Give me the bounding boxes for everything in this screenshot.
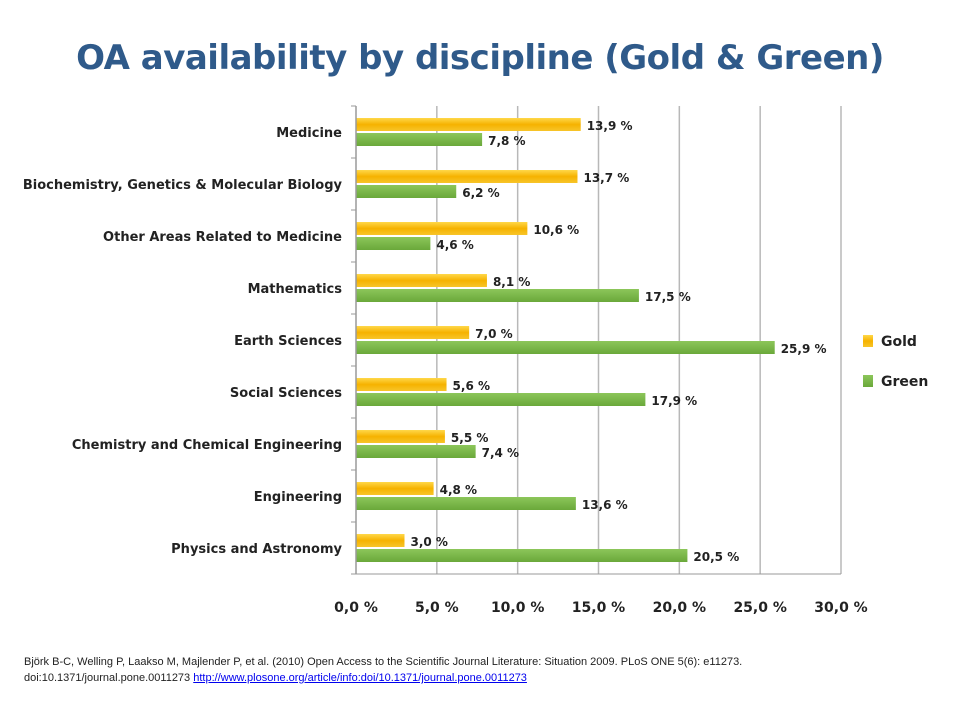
category-label: Biochemistry, Genetics & Molecular Biolo… — [23, 178, 343, 193]
data-label-gold: 8,1 % — [493, 275, 530, 289]
data-label-green: 7,4 % — [482, 446, 519, 460]
x-tick-label: 5,0 % — [415, 600, 459, 616]
category-label: Social Sciences — [230, 386, 342, 401]
citation: Björk B-C, Welling P, Laakso M, Majlende… — [24, 654, 944, 686]
bar-green — [356, 445, 476, 458]
data-label-green: 17,5 % — [645, 290, 691, 304]
data-label-green: 25,9 % — [781, 342, 827, 356]
bar-gold — [356, 118, 581, 131]
x-tick-label: 25,0 % — [733, 600, 786, 616]
category-label: Other Areas Related to Medicine — [103, 230, 342, 245]
bar-gold — [356, 326, 470, 339]
x-tick-label: 0,0 % — [334, 600, 378, 616]
citation-line-1: Björk B-C, Welling P, Laakso M, Majlende… — [24, 656, 743, 668]
bar-gold — [356, 378, 447, 391]
bar-green — [356, 289, 639, 302]
x-tick-label: 15,0 % — [572, 600, 625, 616]
data-label-green: 20,5 % — [693, 550, 739, 564]
citation-link[interactable]: http://www.plosone.org/article/info:doi/… — [193, 672, 527, 684]
category-label: Medicine — [276, 126, 342, 141]
legend-swatch-gold — [863, 335, 873, 347]
data-label-gold: 13,7 % — [583, 171, 629, 185]
data-label-green: 4,6 % — [436, 238, 473, 252]
data-label-green: 13,6 % — [582, 498, 628, 512]
data-label-green: 17,9 % — [651, 394, 697, 408]
bar-gold — [356, 274, 487, 287]
data-label-gold: 3,0 % — [411, 535, 448, 549]
citation-doi: doi:10.1371/journal.pone.0011273 — [24, 672, 191, 684]
bar-green — [356, 497, 576, 510]
legend-label-gold: Gold — [881, 334, 917, 350]
bar-gold — [356, 430, 445, 443]
chart-title: OA availability by discipline (Gold & Gr… — [76, 38, 884, 78]
data-label-gold: 7,0 % — [475, 327, 512, 341]
data-label-green: 7,8 % — [488, 134, 525, 148]
data-label-gold: 5,5 % — [451, 431, 488, 445]
category-label: Mathematics — [248, 282, 343, 297]
bar-green — [356, 237, 431, 250]
bar-green — [356, 549, 688, 562]
category-label: Engineering — [254, 490, 342, 505]
category-label: Chemistry and Chemical Engineering — [72, 438, 342, 453]
bar-green — [356, 393, 646, 406]
citation-line-2: doi:10.1371/journal.pone.0011273 http://… — [24, 670, 944, 686]
bar-green — [356, 133, 483, 146]
data-label-gold: 10,6 % — [533, 223, 579, 237]
bar-chart: Medicine 13,9 % 7,8 % Biochemistry, Genetic… — [23, 105, 928, 616]
bar-gold — [356, 170, 578, 183]
x-tick-label: 30,0 % — [814, 600, 867, 616]
legend-label-green: Green — [881, 374, 928, 390]
category-label: Physics and Astronomy — [171, 542, 342, 557]
bar-gold — [356, 222, 528, 235]
data-label-gold: 5,6 % — [453, 379, 490, 393]
x-tick-label: 20,0 % — [653, 600, 706, 616]
bar-gold — [356, 534, 405, 547]
data-label-gold: 13,9 % — [587, 119, 633, 133]
bar-green — [356, 341, 775, 354]
x-tick-label: 10,0 % — [491, 600, 544, 616]
bar-gold — [356, 482, 434, 495]
data-label-green: 6,2 % — [462, 186, 499, 200]
bar-green — [356, 185, 457, 198]
legend-swatch-green — [863, 375, 873, 387]
data-label-gold: 4,8 % — [440, 483, 477, 497]
category-label: Earth Sciences — [234, 334, 342, 349]
